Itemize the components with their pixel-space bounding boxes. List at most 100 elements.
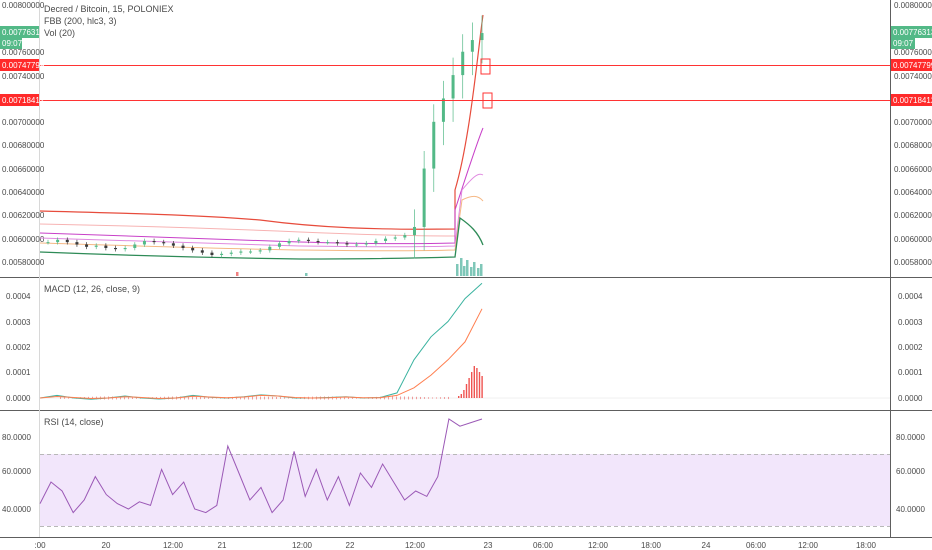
macd-title[interactable]: MACD (12, 26, close, 9) [44,284,140,294]
candle-body [85,244,89,247]
fbb-lower-mid-band [39,195,484,252]
countdown-left: 09:07 [2,39,23,48]
candle-body [104,245,108,248]
fbb-indicator-label[interactable]: FBB (200, hlc3, 3) [44,16,117,26]
hline-lower-badge-right [891,94,932,106]
macd-tick-left: 0.0000 [6,394,31,403]
main-pane[interactable]: Decred / Bitcoin, 15, POLONIEX FBB (200,… [0,1,932,276]
candle-body [412,226,416,236]
price-tick-left: 0.00580000 [2,258,45,267]
rectangle-drawing-lower[interactable] [482,92,493,109]
macd-histogram-bar [336,396,337,400]
price-axis[interactable]: 0.00800000 0.00800000 0.00760000 0.00760000… [2,1,932,267]
candle-body [374,240,378,244]
fbb-upper-band [39,14,484,230]
time-axis[interactable]: :00 20 12:00 21 12:00 22 12:00 23 06:00 12:00 18:0… [34,541,876,550]
time-tick: 06:00 [533,541,554,550]
price-tick-left: 0.00740000 [2,72,45,81]
hline-upper-badge-right [891,59,932,71]
volume-indicator-label[interactable]: Vol (20) [44,28,75,38]
macd-histogram-bar [460,394,462,398]
volume-bar [456,264,459,276]
candle-body [306,239,310,241]
candle-body [258,250,262,252]
time-tick: :00 [34,541,46,550]
macd-histogram-bar [188,396,189,400]
macd-histogram-bar [400,396,401,400]
price-tick-right: 0.00660000 [894,165,932,174]
macd-pane[interactable]: MACD (12, 26, close, 9) 0.0004 0.00040.00… [6,282,923,403]
price-tick-left: 0.00620000 [2,211,45,220]
macd-histogram-bar [428,397,429,399]
candle-body [210,252,214,255]
macd-tick-right: 0.0002 [898,343,923,352]
hline-lower-label-left: 0.00718412 [2,96,45,105]
macd-histogram-bar [132,396,133,400]
macd-histogram-bar [388,396,389,400]
macd-histogram-bar [284,397,285,399]
macd-histogram-bar [136,397,137,399]
rsi-axis[interactable]: 80.0000 80.0000 60.0000 60.0000 40.0000 40.00… [2,433,925,514]
rsi-tick-left: 40.0000 [2,505,31,514]
candle-body [181,245,185,248]
candle-body [162,242,166,244]
macd-histogram-bar [478,372,481,398]
price-tick-right: 0.00600000 [894,235,932,244]
macd-histogram-bar [264,396,265,400]
hline-lower-label-right: 0.00718412 [893,96,932,105]
macd-histogram-bar [128,396,129,400]
fibonacci-bollinger-bands [39,14,484,260]
candle-body [94,245,98,247]
macd-histogram-bar [68,397,69,399]
macd-signal-line [39,308,483,400]
rsi-title[interactable]: RSI (14, close) [44,417,104,427]
horizontal-lines[interactable] [40,58,890,109]
macd-histogram [60,366,483,400]
macd-histogram-bar [404,396,405,400]
volume-bar [470,267,473,276]
macd-histogram-bar [208,397,209,399]
time-tick: 23 [484,541,493,550]
macd-histogram-bar [252,396,253,400]
macd-histogram-bar [248,396,249,400]
price-tick-left: 0.00660000 [2,165,45,174]
candlestick-series[interactable] [46,15,484,259]
macd-histogram-bar [240,396,241,400]
price-tick-right: 0.00740000 [894,72,932,81]
macd-histogram-bar [212,397,213,399]
macd-tick-left: 0.0002 [6,343,31,352]
fbb-upper-inner-band [39,223,456,237]
macd-histogram-bar [60,396,61,400]
price-tick-right: 0.00580000 [894,258,932,267]
right-price-labels: 0.00776313 09:07 0.00747799 0.00718412 [891,26,932,106]
candle-body [268,246,272,251]
price-tick-right: 0.00640000 [894,188,932,197]
macd-histogram-bar [468,378,470,398]
macd-histogram-bar [204,396,205,400]
volume-series [236,258,483,276]
rsi-pane[interactable]: RSI (14, close) 80.0000 80.0000 60.0000 60.… [2,417,925,527]
rectangle-drawing-upper[interactable] [480,58,491,75]
price-tick-left: 0.00800000 [2,1,45,10]
macd-tick-left: 0.0001 [6,368,31,377]
macd-histogram-bar [420,396,421,400]
macd-tick-right: 0.0000 [898,394,923,403]
macd-tick-right: 0.0003 [898,318,923,327]
candle-body [316,240,320,243]
macd-histogram-bar [348,396,349,400]
candle-body [229,252,233,254]
macd-histogram-bar [260,396,261,400]
candle-body [393,237,397,239]
candle-body [75,242,79,245]
last-price-badge-right [891,26,932,38]
macd-histogram-bar [276,396,277,400]
candle-body [364,243,368,245]
macd-tick-left: 0.0003 [6,318,31,327]
macd-histogram-bar [340,396,341,400]
macd-histogram-bar [463,390,465,398]
time-tick: 18:00 [856,541,877,550]
macd-axis[interactable]: 0.0004 0.0004 0.0003 0.0003 0.0002 0.0002 0.00… [6,292,923,403]
countdown-badge-right [891,38,915,49]
candle-body [191,247,195,251]
